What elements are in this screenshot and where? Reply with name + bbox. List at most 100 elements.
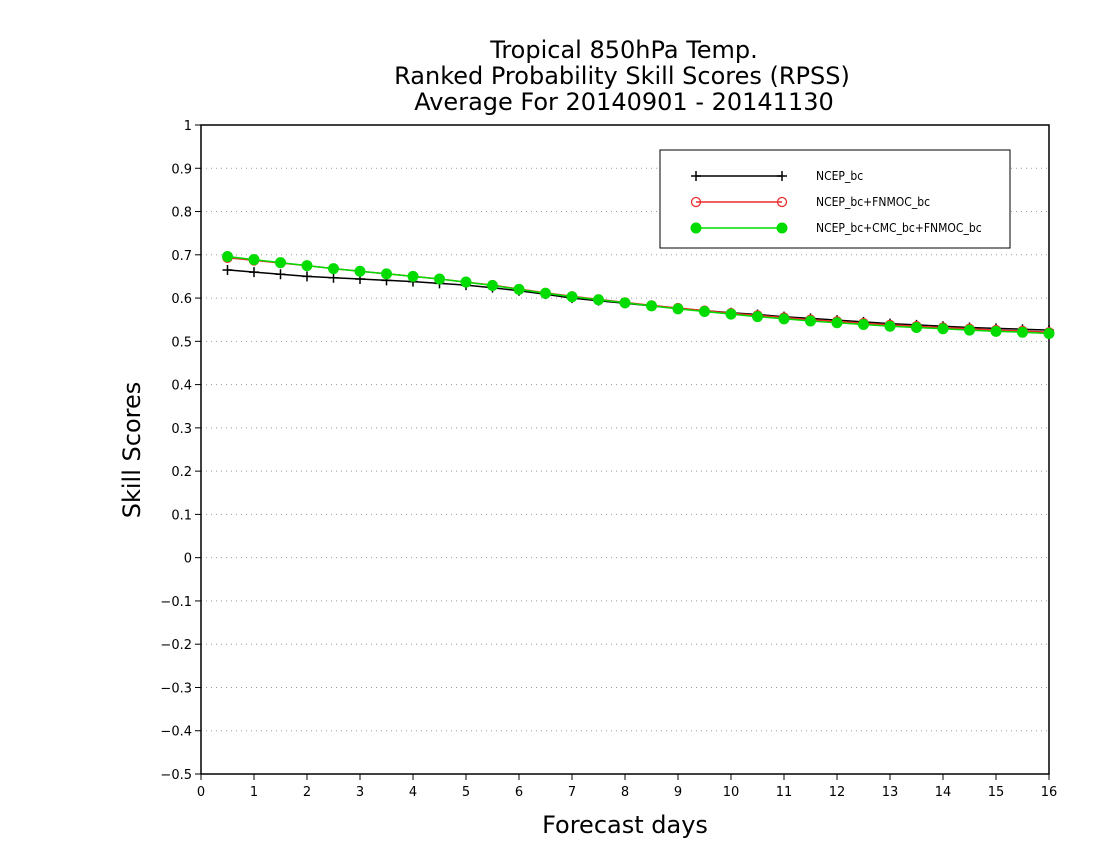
series-3-point [301, 260, 313, 272]
x-tick-label: 1 [250, 785, 258, 800]
x-axis-label: Forecast days [542, 811, 708, 839]
series-1-point [302, 271, 312, 282]
series-1 [222, 264, 1054, 336]
y-tick-label: −0.3 [160, 681, 192, 696]
series-2 [222, 252, 1055, 338]
y-tick-label: 0.4 [171, 379, 192, 394]
series-3-point [964, 324, 975, 336]
legend-swatch-marker [776, 222, 788, 234]
x-tick-label: 3 [356, 785, 364, 800]
y-tick-label: 0.2 [171, 465, 192, 480]
legend-swatch-marker [777, 171, 787, 181]
series-3-point [354, 265, 366, 277]
series-3-point [381, 268, 392, 280]
y-tick-label: 0.3 [171, 422, 192, 437]
title-line-2: Ranked Probability Skill Scores (RPSS) [394, 62, 850, 90]
y-tick-label: 0.8 [171, 206, 192, 221]
legend-entry-2: NCEP_bc+FNMOC_bc [690, 195, 930, 209]
x-tick-label: 15 [988, 785, 1005, 800]
series-3-point [487, 280, 498, 292]
y-axis-label: Skill Scores [118, 382, 146, 519]
grid-lines [201, 167, 1049, 732]
x-tick-label: 8 [621, 785, 629, 800]
y-tick-label: 0.6 [171, 292, 192, 307]
series-3-point [407, 270, 419, 282]
x-tick-label: 7 [568, 785, 576, 800]
series-3-point [831, 317, 843, 329]
x-tick-label: 6 [515, 785, 523, 800]
series-3-point [566, 291, 578, 303]
chart-title: Tropical 850hPa Temp. Ranked Probability… [394, 36, 850, 116]
title-line-3: Average For 20140901 - 20141130 [414, 88, 834, 116]
x-tick-label: 4 [409, 785, 417, 800]
y-tick-label: 0.1 [171, 508, 192, 523]
series-3-point [646, 300, 657, 312]
series-3-line [227, 255, 1050, 335]
series-3-point [1017, 326, 1028, 338]
series-3-point [805, 315, 816, 327]
x-tick-label: 10 [723, 785, 740, 800]
x-tick-label: 14 [935, 785, 952, 800]
legend-label: NCEP_bc+CMC_bc+FNMOC_bc [816, 221, 982, 235]
series-3-point [778, 313, 790, 325]
series-3-point [248, 254, 260, 266]
legend-swatch-marker [776, 196, 788, 208]
series-3-point [275, 257, 286, 269]
series-3-point [540, 287, 551, 299]
legend-entry-3: NCEP_bc+CMC_bc+FNMOC_bc [690, 221, 982, 235]
y-tick-label: −0.5 [160, 768, 192, 783]
y-tick-label: 1 [184, 119, 192, 134]
x-tick-label: 12 [829, 785, 846, 800]
title-line-1: Tropical 850hPa Temp. [489, 36, 758, 64]
y-tick-label: 0.9 [171, 162, 192, 177]
legend-entry-1: NCEP_bc [691, 169, 863, 183]
y-tick-label: −0.1 [160, 595, 192, 610]
legend-swatch-marker [691, 171, 701, 181]
x-tick-label: 16 [1041, 785, 1058, 800]
series-1-point [328, 272, 339, 283]
series-3-point [725, 308, 737, 320]
series-1-point [275, 269, 286, 280]
legend-box [659, 149, 1011, 249]
axis-ticks: −0.5 −0.4 −0.3 −0.2 −0.1 0 0.1 0.2 0.3 0.4 0.5 0.6 0… [160, 119, 1057, 800]
y-tick-label: 0.5 [171, 335, 192, 350]
series-3-point [1043, 328, 1055, 340]
series-3-point [752, 311, 763, 323]
legend-label: NCEP_bc [816, 169, 863, 183]
series-3-point [884, 320, 896, 332]
legend-swatch-marker [690, 222, 702, 234]
legend: NCEP_bc NCEP_bc+FNMOC_bc NCEP_bc+CMC_bc+FN… [659, 149, 1011, 249]
series-3-point [434, 273, 445, 285]
series-3-point [990, 325, 1002, 337]
legend-swatch-marker [690, 196, 702, 208]
x-tick-label: 2 [303, 785, 311, 800]
x-tick-label: 13 [882, 785, 899, 800]
legend-label: NCEP_bc+FNMOC_bc [816, 195, 930, 209]
series-3-point [593, 294, 604, 306]
x-tick-label: 5 [462, 785, 470, 800]
y-tick-label: 0.7 [171, 249, 192, 264]
series-3-point [460, 276, 472, 288]
series-1-line [227, 269, 1050, 331]
series-1-point [222, 264, 233, 275]
series-3-point [619, 297, 631, 309]
series-3-point [911, 321, 922, 333]
series-1-point [249, 267, 259, 278]
plot-frame [200, 124, 1050, 775]
y-tick-label: −0.2 [160, 638, 192, 653]
x-tick-label: 11 [776, 785, 793, 800]
series-3-point [858, 318, 869, 330]
series-3-point [937, 323, 949, 335]
series-3-point [222, 251, 233, 263]
series-3-point [328, 263, 339, 275]
series-3-point [672, 303, 684, 315]
series-3-point [513, 283, 525, 295]
y-tick-label: 0 [184, 552, 192, 567]
series-3-point [699, 305, 710, 317]
series-2-line [227, 257, 1050, 333]
y-tick-label: −0.4 [160, 725, 192, 740]
series-3 [222, 251, 1055, 340]
x-tick-label: 0 [197, 785, 205, 800]
x-tick-label: 9 [674, 785, 682, 800]
